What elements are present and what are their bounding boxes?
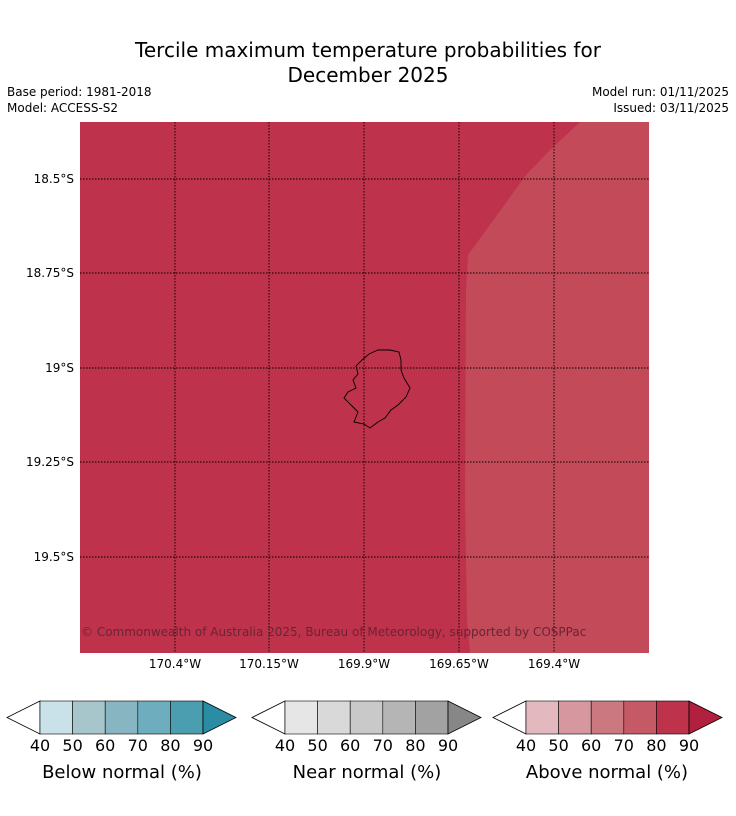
lon-label: 169.4°W bbox=[527, 657, 581, 671]
above-normal-label: Above normal (%) bbox=[525, 762, 689, 783]
above-colorbar-tick-label: 90 bbox=[678, 736, 700, 755]
map-graticule bbox=[80, 122, 649, 653]
meta-left: Base period: 1981-2018 Model: ACCESS-S2 bbox=[7, 84, 152, 116]
lat-label: 18.5°S bbox=[33, 172, 74, 186]
lat-label: 19.5°S bbox=[33, 550, 74, 564]
chart-title: Tercile maximum temperature probabilitie… bbox=[0, 38, 736, 88]
lon-label: 169.9°W bbox=[337, 657, 391, 671]
near-colorbar-tick-label: 60 bbox=[340, 736, 361, 755]
near-colorbar-tick-label: 40 bbox=[274, 736, 296, 755]
below-colorbar-tick-label: 40 bbox=[29, 736, 51, 755]
base-period: Base period: 1981-2018 bbox=[7, 85, 152, 99]
issued-date: Issued: 03/11/2025 bbox=[613, 101, 729, 115]
copyright-notice: © Commonwealth of Australia 2025, Bureau… bbox=[81, 625, 587, 639]
below-colorbar-tick-label: 70 bbox=[127, 736, 148, 755]
probability-band-70-80 bbox=[465, 122, 649, 653]
near-colorbar-tick-label: 70 bbox=[372, 736, 393, 755]
near-colorbar-tick-label: 80 bbox=[405, 736, 426, 755]
lon-label: 169.65°W bbox=[429, 657, 489, 671]
below-normal-label: Below normal (%) bbox=[42, 762, 202, 783]
model-run: Model run: 01/11/2025 bbox=[591, 85, 729, 99]
above-colorbar-tick-label: 50 bbox=[548, 736, 569, 755]
above-colorbar-tick-label: 70 bbox=[613, 736, 634, 755]
above-colorbar-tick-label: 40 bbox=[515, 736, 537, 755]
near-colorbar-tick-label: 90 bbox=[437, 736, 459, 755]
above-colorbar-tick-label: 60 bbox=[581, 736, 602, 755]
title-line-1: Tercile maximum temperature probabilitie… bbox=[135, 38, 601, 62]
below-colorbar-tick-label: 80 bbox=[160, 736, 181, 755]
below-colorbar-tick-label: 90 bbox=[192, 736, 214, 755]
near-normal-label: Near normal (%) bbox=[292, 762, 442, 783]
title-line-2: December 2025 bbox=[287, 63, 449, 87]
above-colorbar-tick-label: 80 bbox=[646, 736, 667, 755]
meta-right: Model run: 01/11/2025 Issued: 03/11/2025 bbox=[592, 84, 729, 116]
lat-label: 19.25°S bbox=[26, 455, 74, 469]
below-colorbar-tick-label: 60 bbox=[95, 736, 116, 755]
lat-label: 19°S bbox=[45, 361, 74, 375]
model-name: Model: ACCESS-S2 bbox=[7, 101, 119, 115]
lon-label: 170.4°W bbox=[148, 657, 202, 671]
lat-label: 18.75°S bbox=[26, 266, 74, 280]
niue-coastline bbox=[343, 349, 411, 429]
near-colorbar-tick-label: 50 bbox=[307, 736, 328, 755]
lon-label: 170.15°W bbox=[239, 657, 299, 671]
below-colorbar-tick-label: 50 bbox=[62, 736, 83, 755]
